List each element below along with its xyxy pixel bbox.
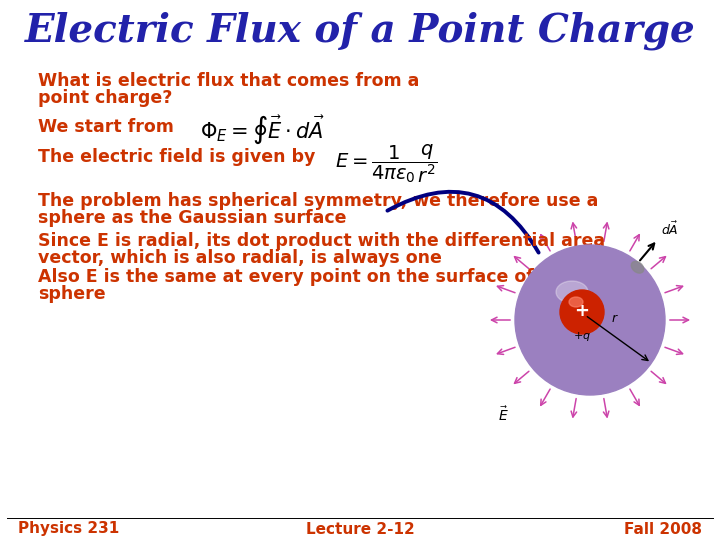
Text: sphere: sphere <box>38 285 106 303</box>
Text: point charge?: point charge? <box>38 89 172 107</box>
Ellipse shape <box>556 281 588 303</box>
Text: The problem has spherical symmetry, we therefore use a: The problem has spherical symmetry, we t… <box>38 192 598 210</box>
Text: What is electric flux that comes from a: What is electric flux that comes from a <box>38 72 419 90</box>
Text: vector, which is also radial, is always one: vector, which is also radial, is always … <box>38 249 442 267</box>
Text: $\Phi_E = \oint \vec{E}\cdot d\vec{A}$: $\Phi_E = \oint \vec{E}\cdot d\vec{A}$ <box>200 114 325 146</box>
Text: $\vec{E}$: $\vec{E}$ <box>498 405 508 423</box>
Text: $d\vec{A}$: $d\vec{A}$ <box>662 220 679 238</box>
Text: $+q$: $+q$ <box>573 330 591 343</box>
Ellipse shape <box>569 297 583 307</box>
FancyArrowPatch shape <box>387 192 539 253</box>
Text: Physics 231: Physics 231 <box>18 522 120 537</box>
Text: Electric Flux of a Point Charge: Electric Flux of a Point Charge <box>24 12 696 51</box>
Text: sphere as the Gaussian surface: sphere as the Gaussian surface <box>38 209 346 227</box>
Text: $E = \dfrac{1}{4\pi\varepsilon_0}\dfrac{q}{r^2}$: $E = \dfrac{1}{4\pi\varepsilon_0}\dfrac{… <box>335 142 438 185</box>
Text: We start from: We start from <box>38 118 174 136</box>
Circle shape <box>560 290 604 334</box>
Text: The electric field is given by: The electric field is given by <box>38 148 315 166</box>
Text: +: + <box>575 302 590 320</box>
Text: Since E is radial, its dot product with the differential area: Since E is radial, its dot product with … <box>38 232 605 250</box>
Ellipse shape <box>631 261 644 273</box>
Circle shape <box>515 245 665 395</box>
Text: Lecture 2-12: Lecture 2-12 <box>305 522 415 537</box>
Text: Also E is the same at every point on the surface of the: Also E is the same at every point on the… <box>38 268 572 286</box>
Text: r: r <box>612 312 617 325</box>
Text: Fall 2008: Fall 2008 <box>624 522 702 537</box>
